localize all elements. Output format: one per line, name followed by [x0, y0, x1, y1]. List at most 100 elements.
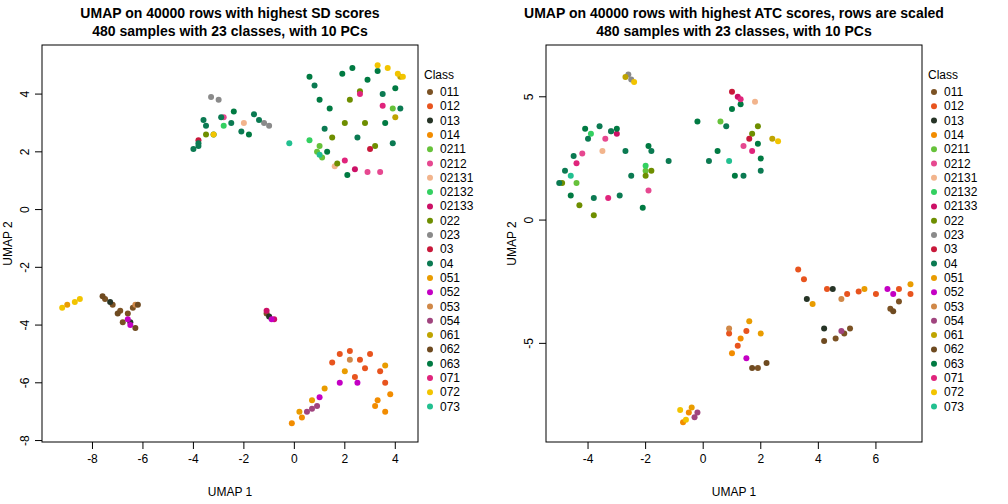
- point: [749, 365, 755, 371]
- point: [715, 148, 721, 154]
- legend-marker: [427, 132, 433, 138]
- y-tick: [35, 440, 42, 441]
- legend-label: 02131: [440, 171, 474, 185]
- legend-label: 011: [944, 85, 963, 99]
- legend-marker: [931, 346, 937, 352]
- legend-label: 022: [440, 214, 460, 228]
- legend-label: 062: [944, 342, 964, 356]
- point: [347, 97, 353, 103]
- plot-frame: [42, 45, 418, 442]
- title: UMAP on 40000 rows with highest ATC scor…: [524, 5, 944, 21]
- legend-label: 061: [944, 328, 964, 342]
- legend-label: 054: [440, 314, 460, 328]
- legend-marker: [427, 161, 433, 167]
- point: [706, 158, 712, 164]
- point: [380, 103, 386, 109]
- legend-label: 071: [944, 371, 964, 385]
- point: [231, 108, 237, 114]
- point: [614, 126, 620, 132]
- y-tick-label: -5: [522, 338, 536, 349]
- point: [352, 374, 358, 380]
- point: [395, 71, 401, 77]
- point: [795, 266, 801, 272]
- legend-label: 04: [944, 257, 958, 271]
- point: [579, 150, 585, 156]
- point: [804, 296, 810, 302]
- point: [365, 77, 371, 83]
- legend-marker: [427, 389, 433, 395]
- legend-marker: [427, 175, 433, 181]
- point: [824, 286, 830, 292]
- point: [726, 158, 732, 164]
- legend-label: 052: [440, 285, 460, 299]
- y-tick: [539, 96, 546, 97]
- legend-label: 023: [944, 228, 964, 242]
- point: [100, 293, 106, 299]
- legend-label: 073: [944, 400, 964, 414]
- x-tick: [344, 442, 345, 449]
- legend-label: 014: [440, 128, 460, 142]
- points: [556, 72, 913, 426]
- point: [342, 368, 348, 374]
- point: [64, 302, 70, 308]
- legend-label: 062: [440, 342, 460, 356]
- legend-label: 04: [440, 257, 454, 271]
- panel: UMAP on 40000 rows with highest ATC scor…: [505, 5, 978, 499]
- point: [723, 123, 729, 129]
- legend-label: 03: [944, 242, 958, 256]
- point: [342, 120, 348, 126]
- x-tick: [243, 442, 244, 449]
- legend-label: 0211: [944, 142, 970, 156]
- point: [397, 106, 403, 112]
- point: [269, 316, 275, 322]
- point: [127, 322, 133, 328]
- x-tick-label: 2: [341, 452, 348, 466]
- legend-marker: [931, 232, 937, 238]
- point: [382, 409, 388, 415]
- y-tick-label: 4: [18, 90, 32, 97]
- point: [329, 360, 335, 366]
- point: [347, 348, 353, 354]
- point: [256, 117, 262, 123]
- point: [251, 111, 257, 117]
- legend-label: 051: [440, 271, 460, 285]
- legend-marker: [931, 189, 937, 195]
- x-tick-label: 2: [757, 452, 764, 466]
- chart-root: UMAP on 40000 rows with highest SD score…: [0, 0, 1008, 504]
- point: [574, 180, 580, 186]
- y-tick: [539, 343, 546, 344]
- point: [357, 357, 363, 363]
- x-tick: [92, 442, 93, 449]
- x-tick-label: 0: [700, 452, 707, 466]
- point: [602, 136, 608, 142]
- point: [382, 380, 388, 386]
- y-tick-label: 0: [522, 216, 536, 223]
- y-tick-label: -6: [18, 377, 32, 388]
- point: [746, 136, 752, 142]
- legend-label: 012: [440, 99, 460, 113]
- legend-label: 0212: [944, 157, 971, 171]
- x-tick: [645, 442, 646, 449]
- legend-marker: [931, 361, 937, 367]
- point: [317, 97, 323, 103]
- point: [132, 325, 138, 331]
- legend-label: 053: [440, 300, 460, 314]
- legend-marker: [427, 103, 433, 109]
- y-tick-label: 0: [18, 206, 32, 213]
- x-tick: [875, 442, 876, 449]
- legend-marker: [931, 132, 937, 138]
- point: [261, 120, 267, 126]
- point: [309, 406, 315, 412]
- point: [77, 296, 83, 302]
- point: [821, 338, 827, 344]
- point: [617, 192, 623, 198]
- point: [608, 128, 614, 134]
- point: [856, 289, 862, 295]
- legend-marker: [427, 89, 433, 95]
- legend-label: 063: [944, 357, 964, 371]
- point: [120, 319, 126, 325]
- legend-label: 02132: [440, 185, 474, 199]
- legend-marker: [931, 161, 937, 167]
- point: [367, 351, 373, 357]
- point: [643, 173, 649, 179]
